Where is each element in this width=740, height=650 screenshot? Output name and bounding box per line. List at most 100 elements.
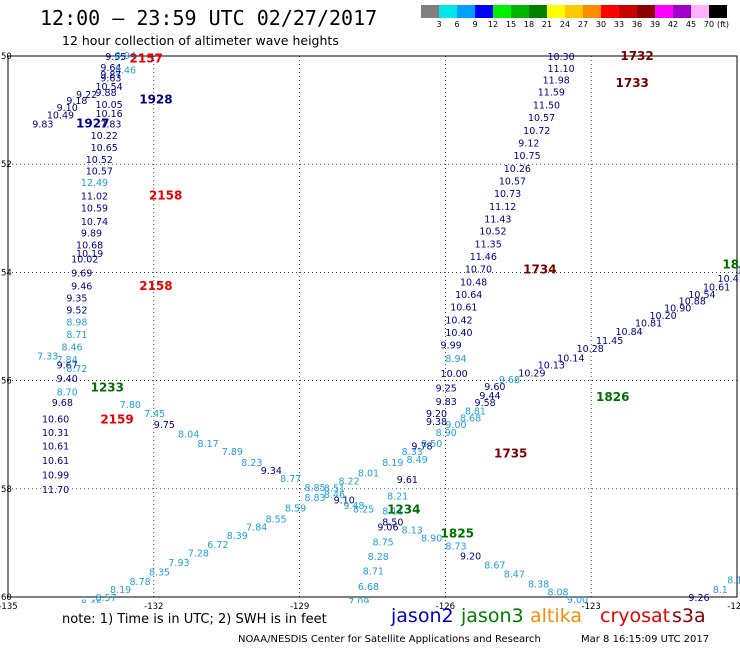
wave-height-value: 10.73 xyxy=(494,189,521,200)
wave-height-value: 9.06 xyxy=(377,523,398,534)
wave-height-value: 8.04 xyxy=(178,430,199,441)
wave-height-value: 9.63 xyxy=(100,74,121,85)
legend-swatch xyxy=(637,5,655,18)
wave-height-value: 10.57 xyxy=(528,113,555,124)
wave-height-value: 7.84 xyxy=(57,355,78,366)
wave-height-value: 9.44 xyxy=(479,391,500,402)
wave-height-value: 9.52 xyxy=(66,306,87,317)
pass-time-label: 1928 xyxy=(139,92,172,106)
wave-height-value: 8.83 xyxy=(304,493,325,504)
wave-height-value: 9.60 xyxy=(484,382,505,393)
wave-height-value: 9.38 xyxy=(426,417,447,428)
wave-height-value: 7.09 xyxy=(348,597,369,608)
wave-height-value: 10.61 xyxy=(42,442,69,453)
wave-height-value: 7.83 xyxy=(100,120,121,131)
lat-tick-label: 58 xyxy=(1,485,12,495)
wave-height-value: 10.57 xyxy=(499,176,526,187)
wave-height-value: 10.60 xyxy=(42,414,69,425)
legend-swatch xyxy=(619,5,637,18)
pass-time-label: 1234 xyxy=(387,502,420,516)
wave-height-value: 11.70 xyxy=(42,485,69,496)
wave-height-value: 8.1 xyxy=(713,585,728,596)
wave-height-value: 9.20 xyxy=(460,551,481,562)
legend-label: 70 xyxy=(703,20,715,29)
wave-height-value: 8.68 xyxy=(460,413,481,424)
wave-height-value: 8.51 xyxy=(324,484,345,495)
wave-height-value: 8.90 xyxy=(436,428,457,439)
lon-tick-label: -135 xyxy=(0,602,18,612)
wave-height-value: 11.12 xyxy=(489,202,516,213)
legend-swatch xyxy=(475,5,493,18)
pass-time-label: 2158 xyxy=(139,279,172,293)
wave-height-value: 8.11 xyxy=(382,506,403,517)
wave-height-value: 9.64 xyxy=(100,63,121,74)
pass-time-label: 1732 xyxy=(620,49,653,63)
wave-height-value: 12.49 xyxy=(81,178,108,189)
wave-height-value: 8.47 xyxy=(504,570,525,581)
wave-height-value: 9.55 xyxy=(105,52,126,63)
wave-height-value: 8.28 xyxy=(368,552,389,563)
wave-height-value: 10.59 xyxy=(81,203,108,214)
wave-height-value: 8.98 xyxy=(66,318,87,329)
wave-height-value: 8.90 xyxy=(421,533,442,544)
wave-height-value: 8.46 xyxy=(115,66,136,77)
wave-height-value: 10.52 xyxy=(737,266,740,277)
wave-height-value: 9.68 xyxy=(499,375,520,386)
wave-height-value: 8.22 xyxy=(338,477,359,488)
pass-time-label: 1235 xyxy=(494,601,527,615)
wave-height-value: 7.93 xyxy=(168,558,189,569)
wave-height-value: 7.53 xyxy=(343,611,364,622)
wave-height-value: 7.33 xyxy=(37,352,58,363)
wave-height-value: 8.77 xyxy=(280,474,301,485)
wave-height-value: 9.89 xyxy=(81,228,102,239)
lat-tick-label: 54 xyxy=(1,268,12,278)
wave-height-value: 9.88 xyxy=(95,88,116,99)
lon-tick-label: -126 xyxy=(436,602,455,612)
wave-height-value: 10.54 xyxy=(688,290,715,301)
legend-label: 27 xyxy=(577,20,589,29)
legend-label: 3 xyxy=(436,20,442,29)
wave-height-value: 8.85 xyxy=(304,483,325,494)
wave-height-value: 9.22 xyxy=(76,90,97,101)
wave-height-value: 10.64 xyxy=(455,290,482,301)
wave-height-value: 8.75 xyxy=(373,537,394,548)
wave-height-value: 8.23 xyxy=(241,458,262,469)
pass-time-label: 2157 xyxy=(130,52,163,66)
legend-unit: (ft) xyxy=(716,20,730,29)
wave-height-value: 9.10 xyxy=(57,103,78,114)
legend-label: 45 xyxy=(685,20,697,29)
lon-tick-label: -123 xyxy=(582,602,601,612)
wave-height-value: 7.84 xyxy=(246,523,267,534)
wave-height-value: 6.72 xyxy=(207,540,228,551)
wave-height-value: 9.48 xyxy=(343,501,364,512)
wave-height-value: 9.35 xyxy=(66,293,87,304)
legend-label: 9 xyxy=(472,20,478,29)
wave-height-value: 6.68 xyxy=(358,582,379,593)
pass-time-label: 2158 xyxy=(149,189,182,203)
wave-height-value: 10.61 xyxy=(42,456,69,467)
wave-height-value: 8.59 xyxy=(285,504,306,515)
lat-tick-label: 50 xyxy=(1,52,12,62)
legend-swatch xyxy=(457,5,475,18)
wave-height-value: 8.57 xyxy=(95,593,116,604)
wave-height-value: 11.10 xyxy=(547,64,574,75)
pass-time-label: 1825 xyxy=(441,527,474,541)
wave-height-value: 10.72 xyxy=(523,126,550,137)
pass-time-label: 2159 xyxy=(100,413,133,427)
wave-height-value: 10.00 xyxy=(441,369,468,380)
wave-height-value: 10.20 xyxy=(650,311,677,322)
wave-height-value: 7.28 xyxy=(188,549,209,560)
wave-height-value: 11.35 xyxy=(475,240,502,251)
wave-height-value: 8.45 xyxy=(81,598,102,609)
wave-height-value: 9.78 xyxy=(411,442,432,453)
legend-label: 39 xyxy=(649,20,661,29)
wave-height-value: 8.94 xyxy=(115,51,136,62)
legend-swatch xyxy=(601,5,619,18)
legend-swatch xyxy=(673,5,691,18)
wave-height-value: 9.87 xyxy=(100,70,121,81)
map-frame xyxy=(7,55,738,598)
wave-height-value: 8.01 xyxy=(358,469,379,480)
legend-label: 33 xyxy=(613,20,625,29)
wave-height-value: 7.89 xyxy=(222,447,243,458)
